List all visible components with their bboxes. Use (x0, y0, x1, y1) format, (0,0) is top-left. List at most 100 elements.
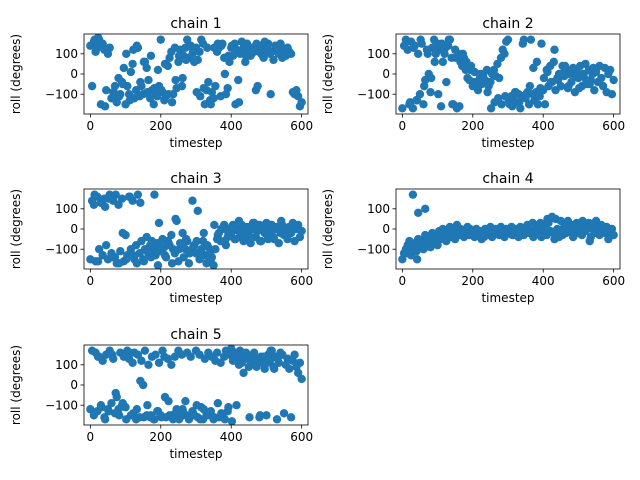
data-point (252, 226, 261, 236)
data-point (204, 77, 213, 87)
data-point (272, 415, 282, 424)
data-point (266, 346, 275, 355)
data-point (245, 232, 254, 242)
data-point (248, 218, 258, 228)
data-point (178, 405, 187, 414)
data-point (465, 65, 475, 75)
data-point (421, 204, 430, 213)
data-point (114, 200, 123, 209)
data-point (241, 51, 251, 61)
subplot-chain-2: 0 200 400 600 −100 0 100 chain 2 timestep roll (d… (321, 16, 625, 150)
data-point (525, 81, 535, 91)
data-point (259, 222, 268, 232)
data-point (132, 41, 142, 50)
data-point (285, 364, 294, 374)
data-point (146, 51, 156, 61)
data-point (451, 53, 461, 63)
data-point (413, 208, 423, 218)
data-point (143, 247, 152, 256)
data-point (592, 224, 601, 234)
data-point (164, 238, 173, 248)
x-tick-label: 600 (290, 274, 313, 288)
data-point (493, 224, 503, 234)
data-point (259, 53, 268, 63)
data-point (574, 83, 584, 93)
data-point (532, 57, 542, 67)
data-point (150, 190, 159, 199)
data-point (188, 409, 198, 418)
x-tick-label: 200 (149, 274, 172, 288)
data-point (293, 92, 303, 101)
data-point (217, 224, 226, 234)
data-point (585, 236, 594, 246)
y-tick-label: 0 (70, 222, 78, 236)
data-point (144, 360, 153, 369)
data-point (111, 388, 120, 398)
data-point (419, 100, 428, 109)
data-point (153, 407, 163, 416)
scatter-points (398, 190, 618, 264)
data-point (255, 45, 265, 54)
data-point (156, 35, 165, 44)
data-point (104, 194, 113, 203)
data-point (136, 77, 145, 87)
data-point (293, 220, 303, 230)
data-point (195, 47, 204, 56)
data-point (220, 415, 230, 424)
data-point (255, 411, 265, 420)
data-point (181, 396, 190, 406)
data-point (564, 81, 573, 91)
data-point (167, 98, 177, 107)
data-point (150, 83, 159, 93)
data-point (192, 401, 201, 410)
data-point (139, 413, 149, 422)
x-tick-label: 600 (602, 274, 625, 288)
data-point (139, 57, 149, 67)
data-point (493, 59, 502, 69)
x-tick-label: 400 (220, 274, 243, 288)
data-point (597, 73, 606, 83)
data-point (479, 232, 489, 242)
data-point (181, 55, 191, 65)
y-tick-label: 100 (367, 202, 390, 216)
data-point (589, 63, 598, 73)
data-point (192, 236, 201, 246)
data-point (125, 192, 134, 201)
data-point (177, 81, 187, 91)
data-point (273, 224, 282, 234)
x-tick-label: 200 (149, 430, 172, 444)
chart-title: chain 2 (482, 16, 533, 32)
subplot-chain-1: 0 200 400 600 −100 0 100 chain 1 timestep roll (d… (9, 16, 313, 150)
data-point (248, 47, 258, 56)
data-point (438, 57, 448, 67)
data-point (286, 49, 296, 58)
x-axis-label: timestep (481, 291, 534, 305)
data-point (115, 259, 124, 268)
x-axis-label: timestep (481, 136, 534, 150)
data-point (133, 190, 143, 199)
data-point (116, 247, 125, 256)
data-point (196, 92, 205, 101)
data-point (503, 35, 513, 44)
data-point (224, 228, 233, 238)
data-point (196, 253, 205, 262)
data-point (567, 65, 577, 75)
data-point (239, 368, 248, 378)
data-point (500, 49, 509, 58)
data-point (571, 71, 580, 81)
y-tick-label: −100 (357, 87, 390, 101)
data-point (522, 90, 531, 99)
data-point (553, 75, 563, 85)
x-tick-label: 400 (220, 119, 243, 133)
data-point (227, 417, 237, 425)
data-point (515, 226, 524, 236)
data-point (140, 346, 150, 355)
x-tick-label: 200 (461, 274, 484, 288)
data-point (585, 79, 594, 89)
data-point (107, 398, 116, 408)
data-point (136, 198, 145, 207)
data-point (556, 216, 566, 226)
data-point (262, 230, 272, 240)
data-point (217, 409, 226, 418)
x-tick-label: 400 (532, 274, 555, 288)
